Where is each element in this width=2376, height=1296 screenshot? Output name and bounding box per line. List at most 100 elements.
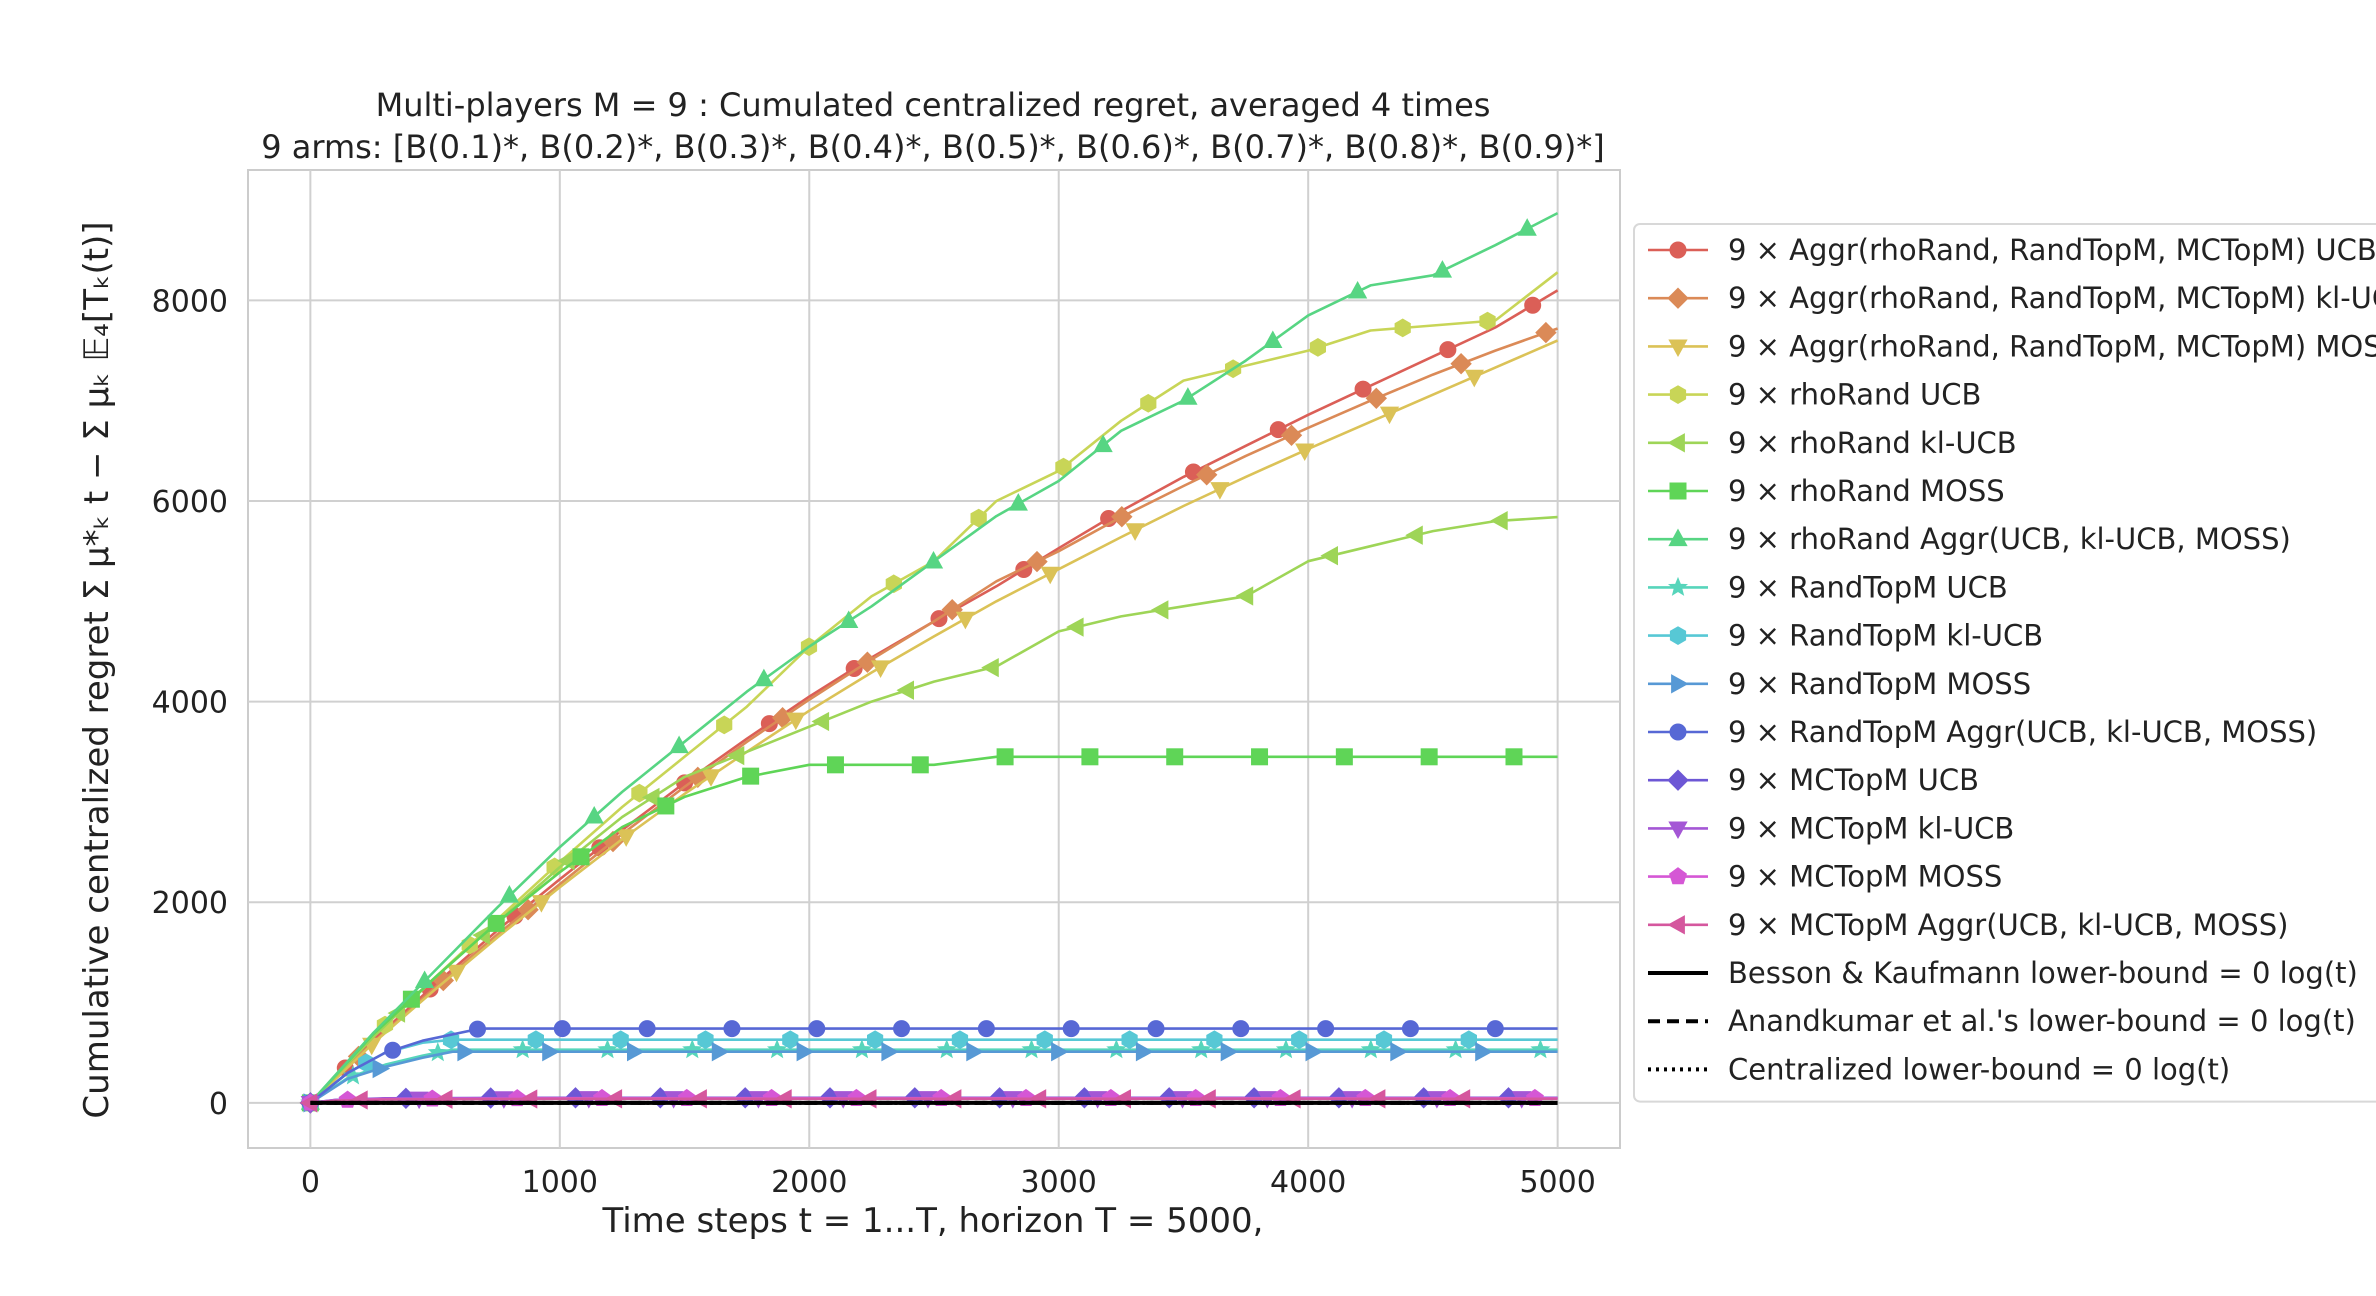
series-1 bbox=[299, 321, 1559, 1114]
series-5 bbox=[301, 748, 1558, 1112]
data-point bbox=[1309, 338, 1326, 357]
data-point bbox=[1460, 1030, 1477, 1050]
legend-label: Anandkumar et al.'s lower-bound = 0 log(… bbox=[1728, 1004, 2356, 1038]
data-point bbox=[1210, 482, 1230, 500]
data-point bbox=[542, 1042, 560, 1062]
legend-entry: 9 × MCTopM MOSS bbox=[1648, 860, 2002, 894]
data-point bbox=[1121, 1030, 1138, 1050]
data-point bbox=[616, 829, 636, 847]
legend-label: 9 × RandTopM Aggr(UCB, kl-UCB, MOSS) bbox=[1728, 715, 2317, 749]
legend-entry: 9 × MCTopM UCB bbox=[1648, 763, 1979, 797]
data-point bbox=[627, 1042, 645, 1062]
data-point bbox=[955, 611, 976, 630]
data-point bbox=[1347, 280, 1368, 299]
data-point bbox=[893, 1020, 911, 1038]
y-tick-label: 0 bbox=[209, 1087, 228, 1122]
legend-entry: Anandkumar et al.'s lower-bound = 0 log(… bbox=[1648, 1004, 2356, 1038]
data-point bbox=[1081, 748, 1099, 766]
legend-label: 9 × MCTopM MOSS bbox=[1728, 860, 2002, 894]
data-point bbox=[638, 1020, 656, 1038]
data-point bbox=[1390, 1042, 1408, 1062]
data-point bbox=[1354, 380, 1372, 398]
data-point bbox=[1375, 1030, 1393, 1050]
data-point bbox=[1305, 1042, 1324, 1062]
data-point bbox=[966, 1042, 984, 1062]
data-point bbox=[856, 651, 879, 673]
legend-entry: 9 × RandTopM MOSS bbox=[1648, 667, 2031, 701]
data-point bbox=[911, 756, 929, 774]
data-point bbox=[1475, 1042, 1493, 1062]
x-tick-label: 0 bbox=[301, 1165, 320, 1200]
data-point bbox=[1420, 748, 1438, 766]
data-point bbox=[1405, 525, 1423, 545]
series-layer bbox=[299, 211, 1559, 1114]
data-point bbox=[826, 756, 844, 774]
data-point bbox=[701, 769, 721, 787]
chart-subtitle: 9 arms: [B(0.1)*, B(0.2)*, B(0.3)*, B(0.… bbox=[261, 128, 1605, 166]
data-point bbox=[808, 1020, 826, 1038]
data-point bbox=[1166, 748, 1184, 766]
data-point bbox=[977, 1020, 995, 1038]
legend-label: 9 × RandTopM MOSS bbox=[1728, 667, 2031, 701]
legend-entry: Besson & Kaufmann lower-bound = 0 log(t) bbox=[1648, 956, 2358, 990]
data-point bbox=[1195, 464, 1218, 486]
legend-label: 9 × Aggr(rhoRand, RandTopM, MCTopM) kl-U… bbox=[1728, 281, 2376, 315]
series-line bbox=[309, 1050, 1558, 1104]
legend-label: 9 × rhoRand kl-UCB bbox=[1728, 426, 2017, 460]
plot-frame bbox=[247, 169, 1621, 1149]
data-point bbox=[867, 1030, 884, 1050]
data-point bbox=[641, 787, 660, 808]
data-point bbox=[1365, 387, 1388, 410]
legend-entry: 9 × rhoRand MOSS bbox=[1648, 474, 2005, 508]
data-point bbox=[941, 598, 963, 621]
data-point bbox=[572, 848, 590, 866]
data-point bbox=[446, 964, 467, 983]
data-point bbox=[457, 1042, 475, 1062]
data-point bbox=[870, 660, 891, 678]
legend-label: 9 × MCTopM kl-UCB bbox=[1728, 811, 2014, 845]
data-point bbox=[1291, 1030, 1308, 1050]
data-point bbox=[1036, 1030, 1053, 1050]
y-tick-label: 6000 bbox=[152, 485, 228, 520]
data-point bbox=[716, 715, 733, 735]
legend-label: 9 × RandTopM UCB bbox=[1728, 570, 2008, 604]
data-point bbox=[923, 550, 944, 569]
legend-label: Besson & Kaufmann lower-bound = 0 log(t) bbox=[1728, 956, 2358, 990]
data-point bbox=[742, 767, 760, 785]
series-10 bbox=[301, 1020, 1558, 1112]
data-point bbox=[1066, 617, 1084, 637]
data-point bbox=[981, 657, 999, 678]
legend: 9 × Aggr(rhoRand, RandTopM, MCTopM) UCB 9… bbox=[1633, 223, 2376, 1103]
legend-entry: Centralized lower-bound = 0 log(t) bbox=[1648, 1052, 2230, 1086]
legend-entry: 9 × RandTopM Aggr(UCB, kl-UCB, MOSS) bbox=[1648, 715, 2317, 749]
data-point bbox=[1206, 1030, 1223, 1050]
data-point bbox=[1150, 600, 1169, 620]
data-point bbox=[896, 680, 914, 700]
data-point bbox=[1093, 434, 1113, 453]
data-point bbox=[711, 1042, 730, 1062]
ticks: 0 1000 2000 3000 4000 5000 0 2000 4000 6000 8000 bbox=[152, 284, 1596, 1200]
legend-label: 9 × RandTopM kl-UCB bbox=[1728, 619, 2043, 653]
data-point bbox=[1517, 218, 1537, 236]
legend-label: 9 × rhoRand UCB bbox=[1728, 378, 1981, 412]
legend-marker bbox=[1671, 674, 1689, 694]
data-point bbox=[1335, 748, 1353, 766]
y-tick-label: 8000 bbox=[152, 284, 228, 319]
data-point bbox=[1251, 748, 1269, 766]
data-point bbox=[1135, 1042, 1154, 1062]
data-point bbox=[1317, 1020, 1335, 1038]
data-point bbox=[1051, 1042, 1069, 1062]
data-point bbox=[1486, 1020, 1504, 1038]
data-point bbox=[1524, 296, 1542, 314]
data-point bbox=[796, 1042, 815, 1062]
data-point bbox=[723, 1020, 741, 1038]
data-point bbox=[1147, 1020, 1165, 1038]
x-tick-label: 2000 bbox=[771, 1165, 847, 1200]
data-point bbox=[414, 970, 435, 988]
legend-marker bbox=[1669, 626, 1687, 645]
legend-label: 9 × MCTopM UCB bbox=[1728, 763, 1979, 797]
data-point bbox=[1320, 546, 1338, 566]
data-point bbox=[1026, 550, 1048, 573]
series-line bbox=[310, 1097, 1558, 1105]
